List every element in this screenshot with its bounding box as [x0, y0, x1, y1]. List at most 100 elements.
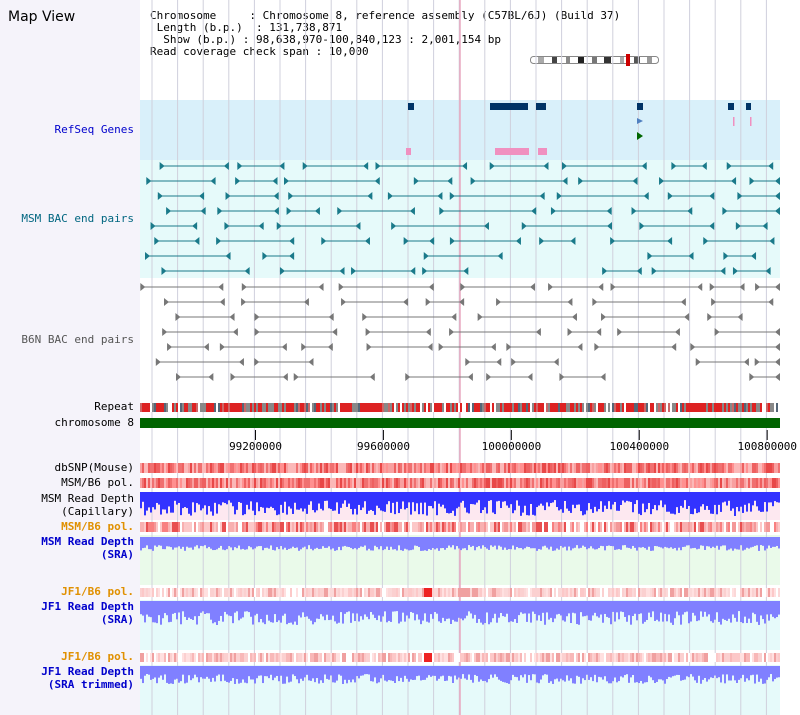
track-label-jf1-b6-pol-trimmed[interactable]: JF1/B6 pol.: [61, 650, 134, 663]
jf1-b6-pol-trimmed-cell: [624, 653, 626, 662]
jf1-b6-pol-trimmed-cell: [260, 653, 262, 662]
msm-b6-pol-cell: [452, 478, 454, 488]
jf1-depth-trimmed-bar: [466, 666, 468, 680]
msm-depth-capillary-bar: [140, 492, 142, 509]
track-label-msm-depth-capillary[interactable]: MSM Read Depth (Capillary): [41, 492, 134, 518]
track-label-repeat[interactable]: Repeat: [94, 400, 134, 413]
msm-b6-pol-cell: [708, 478, 710, 488]
dbsnp-cell: [532, 463, 534, 473]
jf1-b6-pol-cell: [360, 588, 362, 597]
msm-depth-capillary-bar: [760, 492, 762, 512]
msm-b6-pol-cell: [276, 478, 278, 488]
jf1-depth-sra-bar: [714, 601, 716, 620]
msm-depth-capillary-bar: [186, 492, 188, 509]
jf1-b6-pol-cell: [734, 588, 736, 597]
jf1-b6-pol-cell: [518, 588, 520, 597]
msm-b6-pol-cell: [476, 478, 478, 488]
jf1-depth-trimmed-bar: [450, 666, 452, 677]
jf1-b6-pol-cell: [516, 588, 518, 597]
msm-b6-pol-sra-cell: [368, 522, 370, 532]
msm-depth-capillary-bar: [710, 492, 712, 514]
jf1-b6-pol-cell: [660, 588, 662, 597]
msm-depth-capillary-bar: [692, 492, 694, 515]
repeat-segment: [692, 403, 694, 412]
jf1-depth-sra-bar: [680, 601, 682, 625]
repeat-segment: [620, 403, 622, 412]
dbsnp-cell: [534, 463, 536, 473]
repeat-segment: [262, 403, 264, 412]
jf1-depth-trimmed-bar: [228, 666, 230, 683]
track-label-refseq[interactable]: RefSeq Genes: [54, 123, 134, 136]
jf1-b6-pol-cell: [310, 588, 312, 597]
jf1-depth-trimmed-bar: [742, 666, 744, 675]
msm-depth-sra-bar: [510, 537, 512, 550]
jf1-b6-pol-cell: [230, 588, 232, 597]
repeat-segment: [536, 403, 538, 412]
msm-b6-pol-sra-cell: [378, 522, 380, 532]
msm-depth-sra-bar: [208, 537, 210, 547]
dbsnp-cell: [296, 463, 298, 473]
jf1-depth-trimmed-bar: [388, 666, 390, 681]
msm-depth-capillary-bar: [482, 492, 484, 511]
msm-b6-pol-sra-cell: [704, 522, 706, 532]
chromosome-ideogram[interactable]: [530, 54, 660, 66]
dbsnp-cell: [448, 463, 450, 473]
msm-b6-pol-sra-cell: [318, 522, 320, 532]
track-label-jf1-depth-trimmed[interactable]: JF1 Read Depth (SRA trimmed): [41, 665, 134, 691]
jf1-depth-trimmed-bar: [634, 666, 636, 683]
track-label-chromosome[interactable]: chromosome 8: [54, 416, 134, 429]
jf1-depth-trimmed-bar: [526, 666, 528, 683]
msm-bac-pair-end: [667, 192, 673, 200]
jf1-b6-pol-trimmed-cell: [302, 653, 304, 662]
jf1-b6-pol-cell: [650, 588, 652, 597]
track-label-dbsnp[interactable]: dbSNP(Mouse): [54, 461, 134, 474]
jf1-b6-pol-cell: [460, 588, 462, 597]
msm-depth-sra-bar: [334, 537, 336, 551]
dbsnp-cell: [284, 463, 286, 473]
msm-depth-capillary-bar: [772, 492, 774, 507]
jf1-depth-trimmed-bar: [632, 666, 634, 676]
msm-b6-pol-sra-cell: [678, 522, 680, 532]
jf1-b6-pol-cell: [228, 588, 230, 597]
msm-b6-pol-sra-cell: [358, 522, 360, 532]
track-label-msm-b6-pol[interactable]: MSM/B6 pol.: [61, 476, 134, 489]
msm-depth-capillary-bar: [162, 492, 164, 510]
track-label-jf1-b6-pol[interactable]: JF1/B6 pol.: [61, 585, 134, 598]
track-label-msm-bac[interactable]: MSM BAC end pairs: [21, 212, 134, 225]
track-label-msm-depth-sra[interactable]: MSM Read Depth (SRA): [41, 535, 134, 561]
b6n-bac-pair-end: [775, 358, 780, 366]
jf1-b6-pol-cell: [292, 588, 294, 597]
jf1-depth-trimmed-bar: [350, 666, 352, 683]
msm-depth-capillary-bar: [422, 492, 424, 515]
msm-b6-pol-cell: [248, 478, 250, 488]
msm-depth-capillary-bar: [556, 492, 558, 508]
dbsnp-cell: [314, 463, 316, 473]
dbsnp-cell: [294, 463, 296, 473]
jf1-depth-trimmed-bar: [670, 666, 672, 678]
jf1-depth-trimmed-bar: [264, 666, 266, 677]
msm-b6-pol-sra-cell: [602, 522, 604, 532]
msm-depth-capillary-bar: [166, 492, 168, 514]
msm-depth-sra-bar: [668, 537, 670, 549]
jf1-depth-sra-bar: [234, 601, 236, 613]
msm-depth-sra-bar: [404, 537, 406, 549]
jf1-depth-trimmed-bar: [594, 666, 596, 675]
msm-depth-sra-bar: [624, 537, 626, 546]
jf1-b6-pol-trimmed-cell: [374, 653, 376, 662]
jf1-depth-trimmed-bar: [348, 666, 350, 680]
msm-depth-capillary-bar: [474, 492, 476, 505]
track-label-jf1-depth-sra[interactable]: JF1 Read Depth (SRA): [41, 600, 134, 626]
jf1-b6-pol-cell: [262, 588, 264, 597]
jf1-depth-sra-bar: [610, 601, 612, 625]
repeat-segment: [702, 403, 704, 412]
b6n-bac-pair-end: [332, 328, 338, 336]
jf1-b6-pol-cell: [282, 588, 284, 597]
track-label-msm-b6-pol-sra[interactable]: MSM/B6 pol.: [61, 520, 134, 533]
track-label-b6n-bac[interactable]: B6N BAC end pairs: [21, 333, 134, 346]
msm-b6-pol-cell: [492, 478, 494, 488]
jf1-depth-sra-bar: [270, 601, 272, 623]
msm-depth-capillary-bar: [606, 492, 608, 509]
jf1-depth-trimmed-bar: [664, 666, 666, 684]
msm-b6-pol-sra-cell: [458, 522, 460, 532]
